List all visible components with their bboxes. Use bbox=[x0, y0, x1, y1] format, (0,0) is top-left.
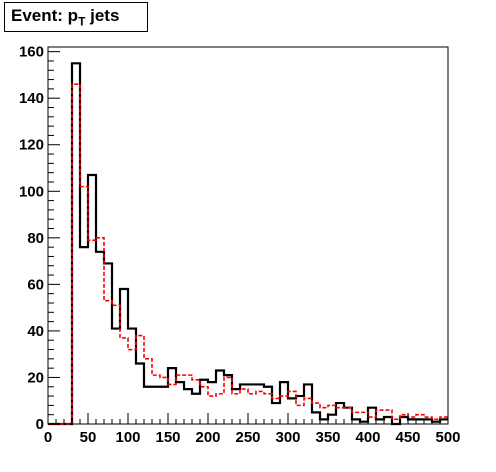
plot-frame bbox=[47, 46, 449, 425]
series-1-solid-line bbox=[48, 62, 448, 426]
axis-layer bbox=[47, 51, 449, 425]
series-layer bbox=[48, 62, 448, 426]
y-tick-label: 80 bbox=[27, 230, 44, 247]
chart-title-subscript: T bbox=[78, 14, 86, 29]
x-tick-label: 500 bbox=[435, 429, 460, 446]
series-2-dashed-line bbox=[48, 83, 448, 425]
x-tick-label: 300 bbox=[275, 429, 300, 446]
x-tick-label: 200 bbox=[195, 429, 220, 446]
x-tick-label: 100 bbox=[115, 429, 140, 446]
x-tick-label: 150 bbox=[155, 429, 180, 446]
y-tick-label: 160 bbox=[19, 44, 44, 61]
y-tick-label: 120 bbox=[19, 137, 44, 154]
chart-title-box: Event: pT jets bbox=[4, 2, 148, 32]
y-tick-label: 140 bbox=[19, 90, 44, 107]
x-tick-label: 250 bbox=[235, 429, 260, 446]
y-tick-label: 60 bbox=[27, 276, 44, 293]
x-tick-label: 50 bbox=[80, 429, 97, 446]
x-tick-label: 400 bbox=[355, 429, 380, 446]
chart-title: Event: pT jets bbox=[11, 6, 119, 28]
chart-title-suffix: jets bbox=[85, 6, 120, 25]
tick-label-layer: 0 50 100 150 200 250 300 350 400 450 500 0 20 40 60 80 1… bbox=[19, 44, 461, 446]
y-tick-label: 20 bbox=[27, 369, 44, 386]
y-tick-label: 100 bbox=[19, 183, 44, 200]
y-tick-label: 40 bbox=[27, 323, 44, 340]
chart-title-main: Event: p bbox=[11, 6, 79, 25]
x-tick-label: 350 bbox=[315, 429, 340, 446]
x-tick-label: 0 bbox=[44, 429, 52, 446]
y-tick-label: 0 bbox=[36, 416, 44, 433]
x-tick-label: 450 bbox=[395, 429, 420, 446]
